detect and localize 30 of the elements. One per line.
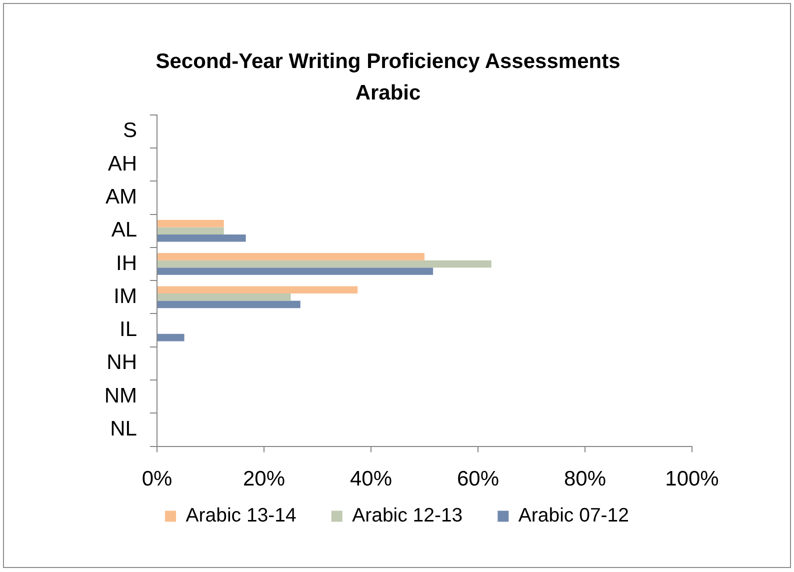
bar <box>158 260 492 268</box>
bar <box>158 268 434 275</box>
y-tick-label: AH <box>108 152 137 176</box>
bar <box>158 234 246 242</box>
y-tick-label: IH <box>116 252 137 275</box>
y-tick-label: AM <box>106 186 137 208</box>
x-tick-label: 20% <box>242 468 286 491</box>
legend-label: Arabic 12-13 <box>352 504 463 527</box>
bar <box>158 293 291 301</box>
y-tick-label: S <box>122 119 137 142</box>
bar <box>158 300 300 308</box>
y-tick-label: AL <box>111 218 137 242</box>
legend-label: Arabic 13-14 <box>186 504 296 527</box>
x-tick-label: 0% <box>142 468 172 491</box>
y-tick-label: IM <box>114 284 137 308</box>
bar <box>158 286 358 294</box>
y-tick-label: NL <box>110 418 137 441</box>
bar <box>158 334 184 342</box>
bar <box>158 227 224 234</box>
x-tick-label: 80% <box>564 468 606 491</box>
legend-label: Arabic 07-12 <box>518 504 629 527</box>
bar <box>158 220 224 228</box>
x-tick-label: 100% <box>665 468 719 491</box>
chart-title: Second-Year Writing Proficiency Assessments Arabic <box>156 50 620 105</box>
bar <box>158 253 424 260</box>
y-tick-label: NM <box>104 384 137 408</box>
x-tick-label: 40% <box>350 468 392 491</box>
y-tick-label: NH <box>106 351 137 374</box>
x-tick-label: 60% <box>456 468 500 491</box>
y-tick-label: IL <box>119 318 137 342</box>
